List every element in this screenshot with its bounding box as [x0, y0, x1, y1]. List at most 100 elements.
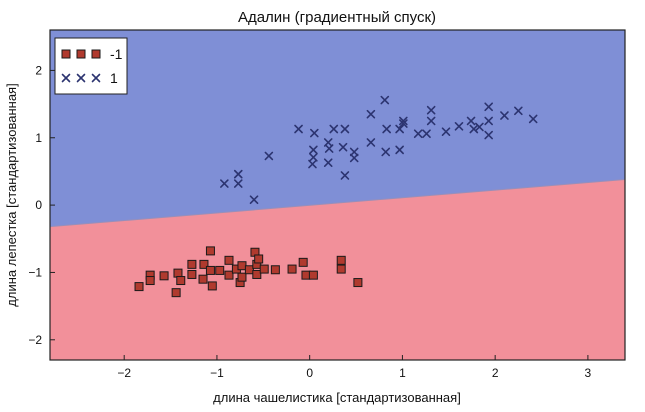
point-class-pos-2	[233, 179, 243, 188]
point-class-pos-33	[454, 122, 464, 131]
plot-frame	[49, 29, 626, 361]
point-class-neg-5	[173, 268, 183, 278]
point-class-neg-0	[134, 282, 144, 292]
point-class-pos-0	[220, 179, 229, 188]
point-class-pos-26	[399, 116, 408, 126]
y-axis-ticks: −2 −1 0 1 2	[28, 63, 55, 347]
point-class-pos-16	[340, 171, 350, 180]
x-tick-label: −1	[210, 366, 224, 380]
y-tick-label: 0	[35, 198, 42, 212]
point-class-neg-21	[244, 265, 254, 275]
point-class-pos-5	[294, 124, 303, 134]
legend-marker-square	[76, 49, 86, 59]
point-class-pos-21	[380, 95, 390, 105]
point-class-neg-26	[259, 264, 269, 274]
point-class-pos-19	[366, 138, 376, 147]
point-class-pos-7	[309, 152, 318, 162]
point-class-neg-10	[199, 259, 209, 269]
point-class-neg-29	[298, 257, 308, 267]
point-class-pos-14	[338, 142, 348, 152]
plot-area	[50, 30, 625, 360]
point-class-neg-28	[287, 264, 297, 274]
legend-box	[54, 37, 128, 95]
point-class-neg-9	[198, 274, 208, 284]
point-class-neg-13	[207, 281, 217, 291]
point-class-pos-29	[422, 129, 431, 139]
point-class-neg-6	[176, 276, 186, 286]
point-class-pos-39	[484, 130, 493, 140]
point-class-neg-8	[187, 269, 197, 279]
point-class-pos-12	[323, 158, 333, 167]
point-class-pos-13	[329, 124, 339, 134]
point-class-pos-30	[426, 116, 436, 126]
x-axis-ticks: −2 −1 0 1 2 3	[117, 355, 592, 380]
point-class-neg-16	[224, 270, 234, 280]
point-class-pos-24	[395, 124, 404, 134]
point-class-pos-15	[340, 124, 350, 134]
point-class-neg-2	[145, 276, 155, 286]
point-class-pos-37	[484, 102, 493, 112]
point-class-pos-27	[399, 119, 408, 128]
x-tick-label: 0	[306, 366, 313, 380]
point-class-pos-34	[466, 116, 476, 126]
point-class-pos-31	[426, 105, 436, 115]
legend-label-1: 1	[110, 70, 118, 86]
point-class-neg-24	[252, 269, 262, 279]
point-class-pos-8	[309, 145, 318, 155]
point-class-pos-40	[500, 111, 509, 120]
legend-label-0: -1	[110, 46, 123, 62]
point-class-neg-32	[336, 255, 346, 265]
point-class-pos-4	[264, 151, 274, 161]
point-class-neg-11	[205, 246, 215, 256]
point-class-neg-20	[237, 272, 247, 282]
point-class-pos-25	[395, 145, 404, 155]
point-class-neg-15	[224, 255, 234, 265]
point-class-pos-9	[310, 128, 319, 138]
point-class-pos-1	[233, 169, 243, 179]
point-class-pos-23	[382, 124, 391, 134]
x-tick-label: 3	[585, 366, 592, 380]
point-class-pos-22	[381, 147, 391, 157]
y-tick-label: 2	[35, 63, 42, 77]
legend: -1 1	[54, 37, 128, 95]
point-class-pos-35	[469, 124, 479, 134]
legend-marker-square	[91, 49, 101, 59]
point-class-pos-17	[349, 153, 359, 163]
legend-marker-square	[61, 49, 71, 59]
point-class-pos-32	[441, 127, 451, 136]
x-axis-label: длина чашелистика [стандартизованная]	[213, 390, 461, 405]
x-tick-label: 1	[399, 366, 406, 380]
point-class-neg-19	[237, 261, 247, 271]
point-class-neg-31	[308, 270, 318, 280]
point-class-neg-30	[301, 270, 311, 280]
point-class-pos-11	[323, 138, 333, 147]
legend-marker-x	[76, 73, 86, 83]
point-class-pos-42	[528, 114, 538, 124]
point-class-neg-12	[205, 265, 215, 275]
point-class-pos-3	[249, 195, 259, 205]
point-class-pos-20	[366, 109, 376, 119]
y-tick-label: 1	[35, 131, 42, 145]
y-tick-label: −1	[28, 265, 42, 279]
point-class-neg-25	[254, 254, 264, 264]
point-class-neg-34	[353, 278, 363, 288]
point-class-neg-7	[187, 259, 197, 269]
point-class-pos-18	[349, 147, 359, 157]
point-class-pos-28	[413, 129, 423, 139]
legend-marker-x	[91, 73, 101, 83]
legend-marker-x	[61, 73, 71, 83]
x-tick-label: −2	[117, 366, 131, 380]
decision-region-upper	[50, 30, 625, 227]
point-class-pos-38	[484, 116, 493, 126]
point-class-pos-6	[308, 159, 317, 169]
data-points	[134, 95, 538, 298]
point-class-neg-14	[215, 265, 225, 275]
decision-boundary	[50, 179, 625, 228]
x-tick-label: 2	[492, 366, 499, 380]
y-axis-label: длина лепестка [стандартизованная]	[4, 83, 19, 306]
point-class-pos-41	[514, 106, 523, 116]
chart-title: Адалин (градиентный спуск)	[238, 9, 436, 26]
point-class-neg-33	[336, 264, 346, 274]
point-class-neg-4	[171, 288, 181, 298]
